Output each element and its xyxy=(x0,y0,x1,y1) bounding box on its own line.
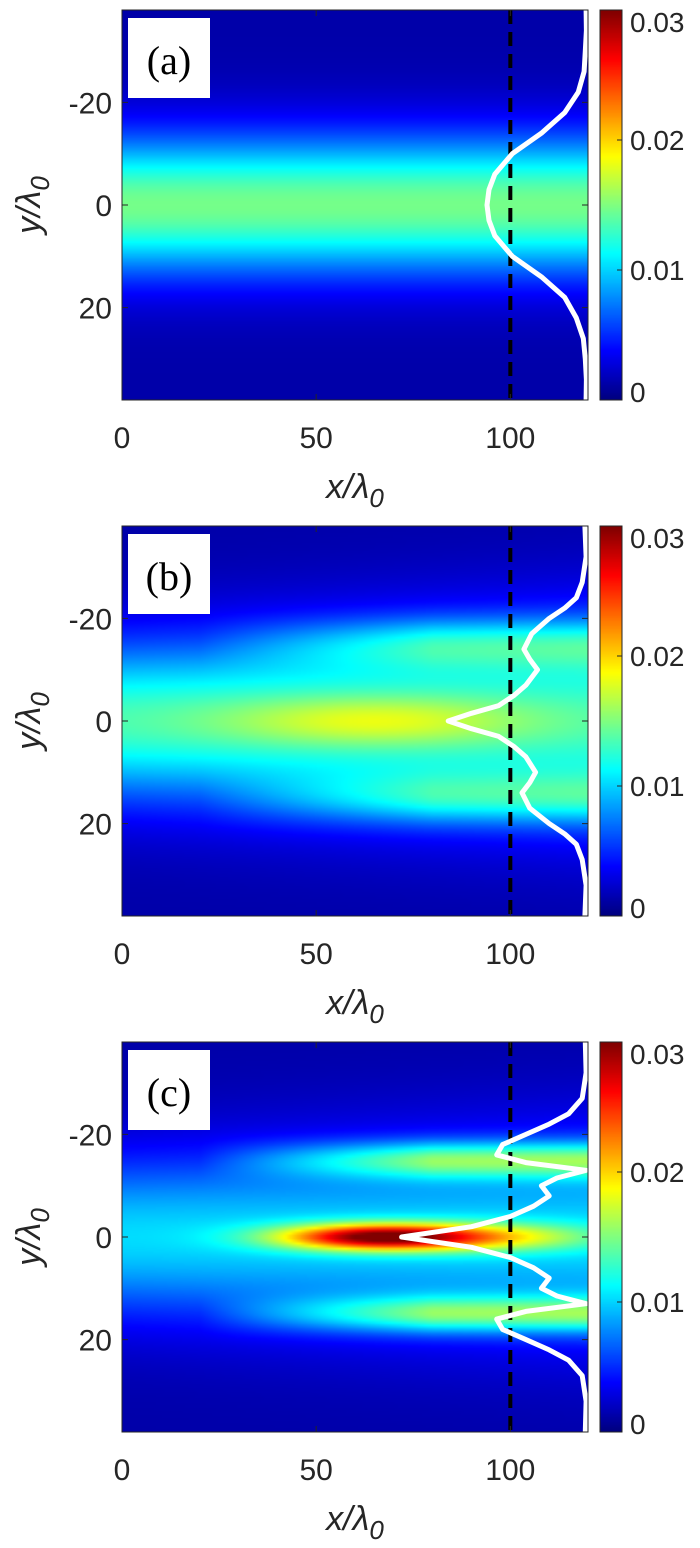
chart-panel-2: 0 50 100 -20 0 20 x/λ0 y/λ0 (b) 0 0.01 0.02 0.03 xyxy=(10,523,685,1029)
panel-label-box xyxy=(128,1050,210,1130)
colorbar-tick-label: 0.02 xyxy=(630,1157,685,1188)
y-tick-label: -20 xyxy=(69,1119,112,1152)
panel-label-box xyxy=(128,534,210,614)
y-tick-label: 0 xyxy=(95,190,112,223)
x-tick-label: 0 xyxy=(114,1454,131,1487)
chart-panel-1: 0 50 100 -20 0 20 x/λ0 y/λ0 (a) 0 0.01 0.02 0.03 xyxy=(10,7,685,513)
colorbar-tick-label: 0.02 xyxy=(630,641,685,672)
colorbar-tick-label: 0.01 xyxy=(630,771,685,802)
x-tick-label: 100 xyxy=(485,1454,535,1487)
y-tick-label: 0 xyxy=(95,706,112,739)
y-tick-label: -20 xyxy=(69,603,112,636)
y-tick-label: 0 xyxy=(95,1222,112,1255)
colorbar xyxy=(600,10,622,400)
colorbar-frame xyxy=(599,9,623,401)
profile-curve xyxy=(484,7,589,403)
y-tick-label: 20 xyxy=(79,1325,112,1358)
panel-label: (b) xyxy=(146,554,193,599)
colorbar-frame xyxy=(599,525,623,917)
panel-label-box xyxy=(128,18,210,98)
colorbar xyxy=(600,526,622,916)
y-axis-label: y/λ0 xyxy=(10,1208,55,1268)
colorbar xyxy=(600,1042,622,1432)
x-axis-label: x/λ0 xyxy=(324,1500,384,1545)
x-axis-label: x/λ0 xyxy=(324,468,384,513)
x-tick-label: 0 xyxy=(114,938,131,971)
colorbar-tick-label: 0.01 xyxy=(630,1287,685,1318)
x-tick-label: 100 xyxy=(485,938,535,971)
y-axis-label: y/λ0 xyxy=(10,692,55,752)
x-tick-label: 50 xyxy=(299,422,332,455)
x-axis-label: x/λ0 xyxy=(324,984,384,1029)
y-tick-label: 20 xyxy=(79,809,112,842)
colorbar-tick-label: 0 xyxy=(630,377,646,408)
y-axis-label: y/λ0 xyxy=(10,176,55,236)
panel-label: (c) xyxy=(147,1070,191,1115)
colorbar-frame xyxy=(599,1041,623,1433)
y-tick-label: -20 xyxy=(69,87,112,120)
colorbar-tick-label: 0.03 xyxy=(630,1039,685,1070)
profile-curve xyxy=(399,1039,589,1435)
chart-panel-3: 0 50 100 -20 0 20 x/λ0 y/λ0 (c) 0 0.01 0.02 0.03 xyxy=(10,1039,685,1545)
y-tick-label: 20 xyxy=(79,293,112,326)
x-tick-label: 100 xyxy=(485,422,535,455)
colorbar-tick-label: 0.02 xyxy=(630,125,685,156)
x-tick-label: 0 xyxy=(114,422,131,455)
x-tick-label: 50 xyxy=(299,938,332,971)
x-tick-label: 50 xyxy=(299,1454,332,1487)
colorbar-tick-label: 0.03 xyxy=(630,7,685,38)
panel-label: (a) xyxy=(147,38,191,83)
profile-curve xyxy=(445,523,589,919)
colorbar-tick-label: 0.01 xyxy=(630,255,685,286)
colorbar-tick-label: 0 xyxy=(630,893,646,924)
colorbar-tick-label: 0 xyxy=(630,1409,646,1440)
colorbar-tick-label: 0.03 xyxy=(630,523,685,554)
